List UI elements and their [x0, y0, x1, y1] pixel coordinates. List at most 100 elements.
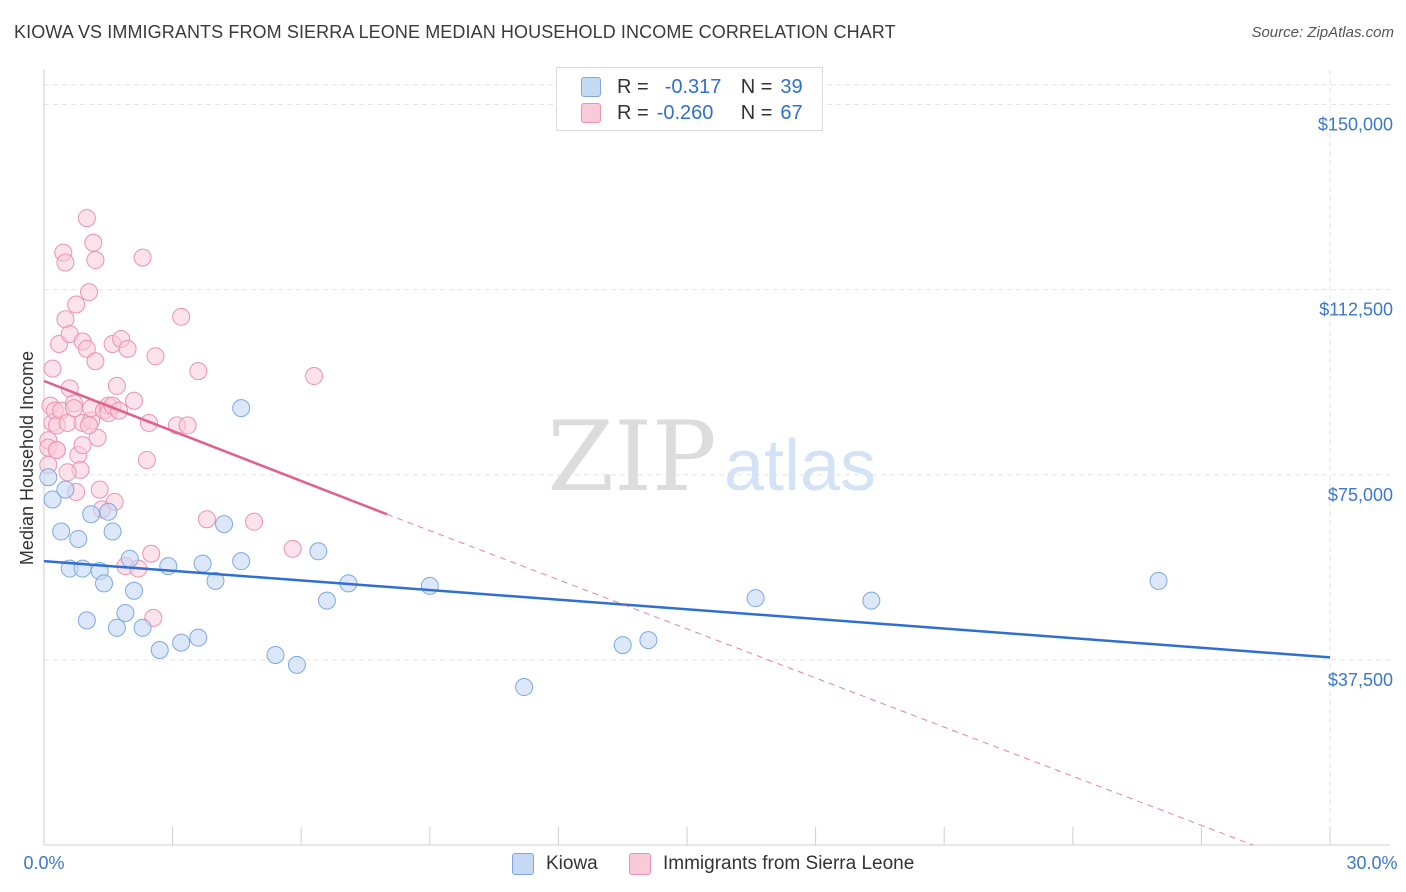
kiowa-point — [287, 655, 306, 674]
kiowa-point — [266, 645, 285, 664]
kiowa-point — [172, 633, 191, 652]
x-tick-label: 0.0% — [23, 853, 64, 873]
sierra-leone-point — [178, 416, 197, 435]
kiowa-n-value: 39 — [780, 75, 803, 98]
bottom-kiowa-label: Kiowa — [546, 853, 598, 874]
sierra-leone-points — [39, 209, 324, 627]
sierra-leone-point — [172, 307, 191, 326]
kiowa-point — [206, 571, 225, 590]
sierra-r-value: -0.260 — [656, 101, 714, 124]
sierra-leone-point — [56, 253, 75, 272]
y-tick-label: $75,000 — [1328, 485, 1393, 505]
kiowa-point — [309, 542, 328, 561]
kiowa-swatch — [581, 77, 601, 97]
sierra-leone-point — [80, 416, 99, 435]
zipatlas-watermark: ZIP atlas — [547, 401, 876, 513]
sierra-leone-point — [86, 352, 105, 371]
kiowa-point — [99, 502, 118, 521]
sierra-leone-point — [77, 209, 96, 228]
sierra-leone-point — [107, 376, 126, 395]
x-tick-label: 30.0% — [1346, 853, 1397, 873]
bottom-legend-sierra: Immigrants from Sierra Leone — [629, 852, 914, 876]
sierra-leone-point — [88, 428, 107, 447]
sierra-leone-point — [65, 399, 84, 418]
sierra-leone-point — [118, 339, 137, 358]
kiowa-point — [1149, 571, 1168, 590]
sierra-n-value: 67 — [780, 101, 803, 124]
sierra-n-label: N = — [740, 101, 773, 124]
kiowa-point — [215, 515, 234, 534]
grid-lines — [44, 70, 1390, 845]
sierra-leone-point — [189, 362, 208, 381]
sierra-leone-point — [137, 450, 156, 469]
sierra-leone-point — [305, 367, 324, 386]
legend-row-kiowa: R = -0.317 N = 39 — [581, 74, 803, 100]
kiowa-n-label: N = — [740, 75, 773, 98]
kiowa-point — [613, 636, 632, 655]
kiowa-point — [746, 589, 765, 608]
sierra-leone-point — [125, 391, 144, 410]
sierra-leone-point — [142, 544, 161, 563]
kiowa-point — [232, 552, 251, 571]
bottom-sierra-swatch — [629, 853, 651, 875]
kiowa-point — [193, 554, 212, 573]
sierra-leone-trend-line — [43, 379, 388, 516]
sierra-leone-point — [58, 463, 77, 482]
kiowa-point — [232, 399, 251, 418]
kiowa-point — [103, 522, 122, 541]
kiowa-point — [420, 576, 439, 595]
kiowa-r-value: -0.317 — [664, 75, 722, 98]
y-tick-label: $112,500 — [1319, 300, 1393, 320]
kiowa-point — [133, 618, 152, 637]
kiowa-point — [69, 529, 88, 548]
sierra-leone-point — [56, 310, 75, 329]
axis-labels: $37,500 $75,000 $112,500 $150,000 0.0% 30.0% M… — [17, 115, 1398, 873]
sierra-leone-point — [283, 539, 302, 558]
kiowa-point — [107, 618, 126, 637]
kiowa-point — [120, 549, 139, 568]
kiowa-trend-line — [43, 559, 1331, 659]
trend-lines — [43, 379, 1331, 846]
kiowa-point — [77, 611, 96, 630]
kiowa-point — [317, 591, 336, 610]
sierra-leone-point — [67, 295, 86, 314]
sierra-leone-point — [47, 441, 66, 460]
kiowa-point — [515, 678, 534, 697]
sierra-leone-point — [245, 512, 264, 531]
bottom-kiowa-swatch — [512, 853, 534, 875]
watermark-zip: ZIP — [547, 401, 716, 513]
kiowa-point — [125, 581, 144, 600]
kiowa-point — [43, 490, 62, 509]
sierra-leone-point — [73, 436, 92, 455]
bottom-legend-kiowa: Kiowa — [512, 852, 598, 876]
axes — [43, 70, 1390, 846]
sierra-leone-point — [197, 510, 216, 529]
kiowa-point — [189, 628, 208, 647]
sierra-leone-point — [43, 359, 62, 378]
legend-row-sierra: R = -0.260 N = 67 — [581, 100, 803, 126]
watermark-atlas: atlas — [724, 426, 876, 506]
sierra-swatch — [581, 103, 601, 123]
y-tick-label: $37,500 — [1328, 670, 1393, 690]
sierra-leone-point — [146, 347, 165, 366]
y-tick-label: $150,000 — [1318, 115, 1393, 135]
chart-title: KIOWA VS IMMIGRANTS FROM SIERRA LEONE ME… — [14, 22, 896, 42]
y-axis-title: Median Household Income — [17, 351, 37, 565]
sierra-leone-point — [86, 251, 105, 270]
sierra-leone-point — [77, 339, 96, 358]
kiowa-point — [862, 591, 881, 610]
kiowa-point — [52, 522, 71, 541]
kiowa-point — [39, 468, 58, 487]
source-credit: Source: ZipAtlas.com — [1251, 24, 1394, 41]
kiowa-point — [95, 574, 114, 593]
sierra-leone-trend-extension — [386, 513, 1254, 846]
kiowa-point — [639, 631, 658, 650]
sierra-leone-point — [84, 233, 103, 252]
kiowa-r-label: R = — [617, 75, 649, 98]
sierra-leone-point — [133, 248, 152, 267]
correlation-legend: R = -0.317 N = 39 R = -0.260 N = 67 — [556, 67, 823, 131]
kiowa-point — [116, 603, 135, 622]
sierra-leone-point — [80, 283, 99, 302]
sierra-r-label: R = — [617, 101, 649, 124]
